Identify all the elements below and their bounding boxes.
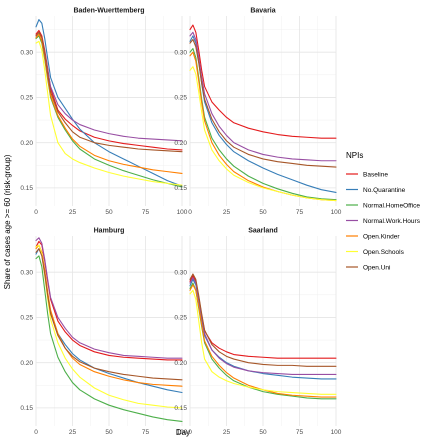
y-tick-label: 0.25 [20, 95, 33, 102]
legend-label: Normal.Work.Hours [363, 218, 421, 225]
panels-layer: Baden-Wuerttemberg 0.15 0.20 0.25 0.30 0 25 50 7… [20, 8, 341, 437]
x-tick-label: 50 [105, 209, 113, 216]
series-line-normal-work-hours [189, 31, 337, 162]
legend-label: Open.Uni [363, 264, 390, 271]
panel-baden-wuerttemberg: Baden-Wuerttemberg 0.15 0.20 0.25 0.30 0 25 50 7… [20, 8, 187, 217]
x-tick-label: 75 [142, 209, 150, 216]
x-tick-label: 100 [177, 429, 188, 436]
y-tick-label: 0.15 [174, 405, 187, 412]
x-tick-label: 50 [259, 429, 267, 436]
series-line-open-schools [189, 66, 337, 202]
x-tick-label: 75 [296, 429, 304, 436]
series-line-open-kinder [35, 244, 183, 387]
legend-label: Open.Schools [363, 249, 405, 256]
y-tick-label: 0.30 [174, 269, 187, 276]
x-tick-label: 25 [69, 209, 77, 216]
y-tick-label: 0.15 [20, 405, 33, 412]
x-tick-label: 0 [34, 429, 38, 436]
legend: NPIs Baseline No.Quarantine Normal.HomeOff… [346, 151, 421, 271]
legend-label: Normal.HomeOffice [363, 202, 420, 209]
x-tick-label: 0 [34, 209, 38, 216]
series-line-open-uni [35, 248, 183, 381]
legend-item-open-schools: Open.Schools [346, 249, 405, 256]
y-tick-label: 0.15 [174, 185, 187, 192]
series-line-open-kinder [189, 284, 337, 398]
y-tick-label: 0.30 [174, 49, 187, 56]
legend-label: Open.Kinder [363, 233, 400, 240]
legend-label: Baseline [363, 171, 388, 178]
x-tick-label: 75 [142, 429, 150, 436]
panel-saarland: Saarland 0.15 0.20 0.25 0.30 0 25 50 75 100 [174, 228, 341, 437]
legend-item-normal-work-hours: Normal.Work.Hours [346, 218, 421, 225]
legend-item-open-kinder: Open.Kinder [346, 233, 400, 240]
x-tick-label: 25 [223, 429, 231, 436]
panel-title: Baden-Wuerttemberg [73, 8, 144, 15]
series-line-normal-work-hours [189, 277, 337, 375]
legend-item-normal-homeoffice: Normal.HomeOffice [346, 202, 420, 209]
y-tick-label: 0.25 [174, 315, 187, 322]
x-tick-label: 100 [331, 429, 342, 436]
series-line-open-uni [189, 273, 337, 367]
y-tick-label: 0.20 [20, 140, 33, 147]
panel-title: Saarland [248, 228, 278, 235]
y-axis-title: Share of cases age >= 60 (risk-group) [3, 154, 12, 289]
panel-hamburg: Hamburg 0.15 0.20 0.25 0.30 0 25 50 75 100 [20, 228, 187, 437]
series-line-normal-homeoffice [35, 255, 183, 423]
series-line-open-kinder [35, 33, 183, 174]
panel-title: Bavaria [250, 8, 275, 15]
y-tick-label: 0.25 [20, 315, 33, 322]
series-line-open-uni [35, 31, 183, 153]
x-tick-label: 50 [105, 429, 113, 436]
y-tick-label: 0.20 [20, 360, 33, 367]
legend-item-no-quarantine: No.Quarantine [346, 187, 406, 194]
x-tick-label: 100 [331, 209, 342, 216]
x-tick-label: 75 [296, 209, 304, 216]
x-tick-label: 50 [259, 209, 267, 216]
y-tick-label: 0.30 [20, 269, 33, 276]
panel-bavaria: Bavaria 0.15 0.20 0.25 0.30 0 25 50 75 100 [174, 8, 341, 217]
legend-label: No.Quarantine [363, 187, 406, 194]
y-tick-label: 0.20 [174, 140, 187, 147]
series-line-open-schools [189, 289, 337, 395]
legend-item-open-uni: Open.Uni [346, 264, 390, 271]
y-tick-label: 0.30 [20, 49, 33, 56]
x-axis-title: Day [176, 428, 190, 437]
y-tick-label: 0.15 [20, 185, 33, 192]
y-tick-label: 0.20 [174, 360, 187, 367]
series-line-open-uni [189, 38, 337, 168]
x-tick-label: 0 [188, 209, 192, 216]
x-tick-label: 100 [177, 209, 188, 216]
legend-title: NPIs [346, 151, 363, 160]
series-line-baseline [189, 24, 337, 139]
panel-title: Hamburg [94, 228, 125, 235]
series-line-no-quarantine [35, 19, 183, 187]
x-tick-label: 25 [69, 429, 77, 436]
series-line-normal-work-hours [35, 237, 183, 359]
legend-item-baseline: Baseline [346, 171, 388, 178]
x-tick-label: 0 [188, 429, 192, 436]
y-tick-label: 0.25 [174, 95, 187, 102]
x-tick-label: 25 [223, 209, 231, 216]
series-line-open-schools [35, 40, 183, 186]
